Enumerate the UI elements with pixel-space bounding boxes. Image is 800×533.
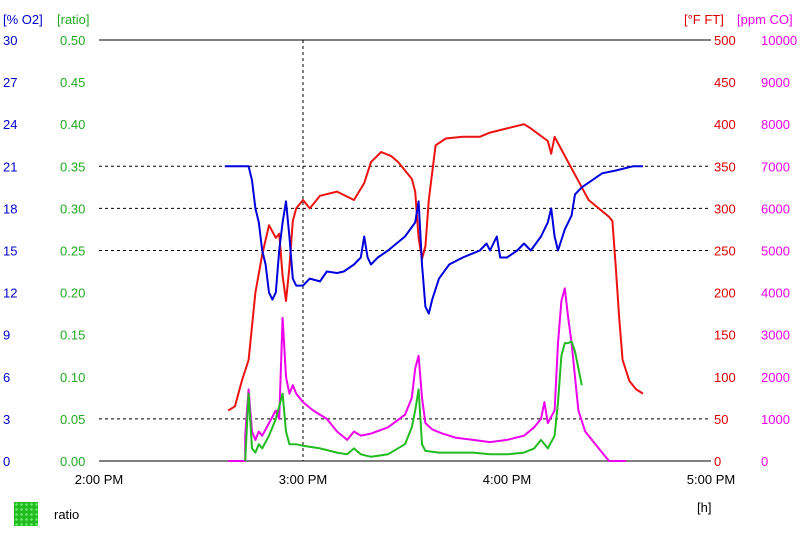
grid-lines <box>99 40 711 461</box>
y-tick-ratio: 0.30 <box>60 201 85 216</box>
y-tick-co: 4000 <box>761 286 790 301</box>
y-tick-ratio: 0.15 <box>60 328 85 343</box>
y-tick-temp: 500 <box>714 33 736 48</box>
x-axis-label: [h] <box>697 500 711 515</box>
y-tick-ratio: 0.35 <box>60 159 85 174</box>
y-tick-co: 3000 <box>761 328 790 343</box>
y-tick-ratio: 0.45 <box>60 75 85 90</box>
tick-labels: 3027242118151296300.500.450.400.350.300.… <box>3 33 797 487</box>
y-tick-temp: 150 <box>714 328 736 343</box>
y-tick-temp: 350 <box>714 159 736 174</box>
y-tick-o2: 21 <box>3 159 17 174</box>
y-tick-o2: 3 <box>3 412 10 427</box>
y-tick-temp: 50 <box>714 412 728 427</box>
y-tick-temp: 400 <box>714 117 736 132</box>
y-tick-o2: 0 <box>3 454 10 469</box>
o2-axis-label: [% O2] <box>3 12 43 27</box>
y-tick-ratio: 0.40 <box>60 117 85 132</box>
y-tick-co: 0 <box>761 454 768 469</box>
x-tick: 2:00 PM <box>75 472 123 487</box>
y-tick-co: 9000 <box>761 75 790 90</box>
y-tick-ratio: 0.25 <box>60 244 85 259</box>
y-tick-temp: 300 <box>714 201 736 216</box>
y-tick-temp: 100 <box>714 370 736 385</box>
y-tick-co: 7000 <box>761 159 790 174</box>
co-axis-label: [ppm CO] <box>737 12 793 27</box>
y-tick-o2: 30 <box>3 33 17 48</box>
y-tick-temp: 0 <box>714 454 721 469</box>
y-tick-o2: 24 <box>3 117 17 132</box>
y-tick-ratio: 0.50 <box>60 33 85 48</box>
axis-labels: [% O2] [ratio] [°F FT] [ppm CO] [h] <box>3 12 793 515</box>
y-tick-o2: 27 <box>3 75 17 90</box>
x-tick: 4:00 PM <box>483 472 531 487</box>
y-tick-o2: 18 <box>3 201 17 216</box>
ratio-axis-label: [ratio] <box>57 12 90 27</box>
series-layer <box>224 123 644 462</box>
y-tick-o2: 12 <box>3 286 17 301</box>
legend: ratio <box>14 502 79 526</box>
legend-label-ratio: ratio <box>54 506 80 522</box>
series-line-co <box>228 287 626 462</box>
series-line-ratio <box>244 340 583 462</box>
temp-axis-label: [°F FT] <box>684 12 724 27</box>
y-tick-o2: 15 <box>3 244 17 259</box>
y-tick-temp: 200 <box>714 286 736 301</box>
y-tick-co: 1000 <box>761 412 790 427</box>
y-tick-ratio: 0.05 <box>60 412 85 427</box>
legend-swatch-ratio <box>14 502 38 526</box>
y-tick-co: 8000 <box>761 117 790 132</box>
y-tick-co: 2000 <box>761 370 790 385</box>
y-tick-ratio: 0.00 <box>60 454 85 469</box>
y-tick-co: 6000 <box>761 201 790 216</box>
x-tick: 3:00 PM <box>279 472 327 487</box>
series-line-o2 <box>224 165 643 315</box>
y-tick-co: 10000 <box>761 33 797 48</box>
y-tick-o2: 9 <box>3 328 10 343</box>
series-line-temp <box>227 123 644 412</box>
y-tick-co: 5000 <box>761 244 790 259</box>
x-tick: 5:00 PM <box>687 472 735 487</box>
y-tick-o2: 6 <box>3 370 10 385</box>
y-tick-temp: 250 <box>714 244 736 259</box>
y-tick-temp: 450 <box>714 75 736 90</box>
y-tick-ratio: 0.10 <box>60 370 85 385</box>
y-tick-ratio: 0.20 <box>60 286 85 301</box>
